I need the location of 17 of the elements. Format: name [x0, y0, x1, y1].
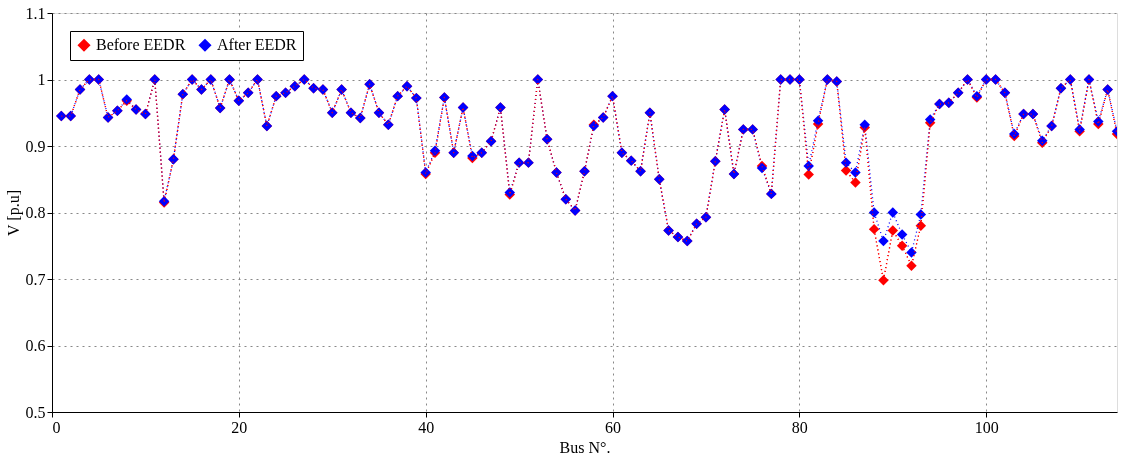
y-tick-label: 0.7	[25, 270, 46, 288]
y-tick-label: 1.1	[25, 4, 46, 22]
y-tick-label: 0.8	[25, 204, 46, 221]
y-tick-label: 0.6	[25, 337, 46, 354]
x-tick-label: 100	[974, 418, 999, 436]
x-axis-title: Bus N°.	[559, 438, 611, 456]
x-tick-label: 80	[791, 418, 808, 436]
x-tick-label: 40	[418, 418, 435, 436]
y-tick-label: 0.9	[25, 137, 46, 155]
legend-label: After EEDR	[217, 36, 297, 54]
y-tick-label: 0.5	[25, 403, 46, 421]
y-tick-label: 1	[37, 71, 46, 88]
x-tick-label: 20	[231, 418, 248, 436]
x-tick-label: 0	[52, 418, 61, 436]
y-axis-title: V [p.u]	[4, 190, 23, 236]
x-tick-label: 60	[605, 418, 622, 436]
legend-label: Before EEDR	[96, 36, 186, 54]
